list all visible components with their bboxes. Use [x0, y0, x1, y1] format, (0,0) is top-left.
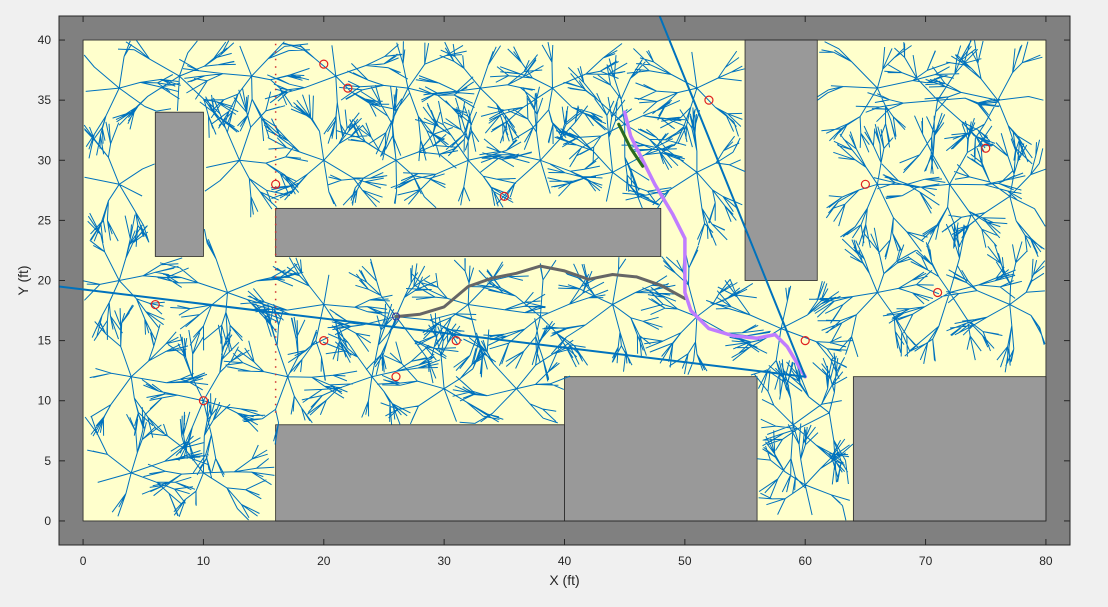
- x-tick-label: 50: [678, 554, 692, 568]
- tree-branches: [83, 39, 1046, 521]
- x-tick-label: 10: [197, 554, 211, 568]
- waypoint-marker: [150, 299, 160, 310]
- x-axis-label: X (ft): [549, 572, 579, 588]
- obstacle: [154, 111, 204, 257]
- y-tick-label: 30: [38, 153, 52, 167]
- y-tick-label: 15: [38, 334, 52, 348]
- x-tick-label: 0: [80, 554, 87, 568]
- x-tick-label: 30: [437, 554, 451, 568]
- waypoint-marker: [933, 287, 943, 298]
- obstacle: [564, 376, 758, 522]
- obstacle: [275, 207, 662, 257]
- waypoint-marker: [319, 59, 329, 69]
- y-tick-label: 0: [44, 514, 51, 528]
- start-marker: [391, 312, 401, 321]
- y-tick-label: 35: [38, 93, 52, 107]
- y-tick-label: 25: [38, 213, 52, 227]
- obstacle: [744, 39, 818, 281]
- waypoint-marker: [860, 179, 870, 189]
- waypoint-marker: [198, 396, 209, 406]
- path-green: [617, 122, 645, 168]
- waypoint-marker: [271, 179, 281, 189]
- x-tick-label: 70: [919, 554, 933, 568]
- path-lavender: [622, 110, 807, 379]
- obstacle: [852, 376, 1047, 522]
- ray-line-left: [59, 285, 807, 378]
- waypoint-marker: [391, 372, 401, 382]
- y-tick-label: 20: [38, 274, 52, 288]
- y-tick-label: 5: [44, 454, 51, 468]
- x-tick-label: 80: [1039, 554, 1053, 568]
- x-tick-label: 40: [558, 554, 572, 568]
- y-axis-label: Y (ft): [15, 265, 31, 295]
- obstacle: [275, 424, 565, 522]
- waypoint-marker: [704, 95, 714, 105]
- waypoint-marker: [499, 191, 509, 201]
- x-tick-label: 60: [799, 554, 813, 568]
- y-tick-label: 10: [38, 394, 52, 408]
- path-gray: [394, 264, 687, 319]
- waypoint-marker: [319, 336, 329, 346]
- waypoint-marker: [343, 83, 353, 93]
- waypoint-marker: [451, 336, 461, 346]
- waypoint-marker: [800, 336, 810, 346]
- rrt-tree: [83, 39, 1046, 521]
- x-tick-label: 20: [317, 554, 331, 568]
- ray-line-top: [658, 16, 807, 378]
- waypoint-marker: [981, 143, 991, 153]
- y-tick-label: 40: [38, 33, 52, 47]
